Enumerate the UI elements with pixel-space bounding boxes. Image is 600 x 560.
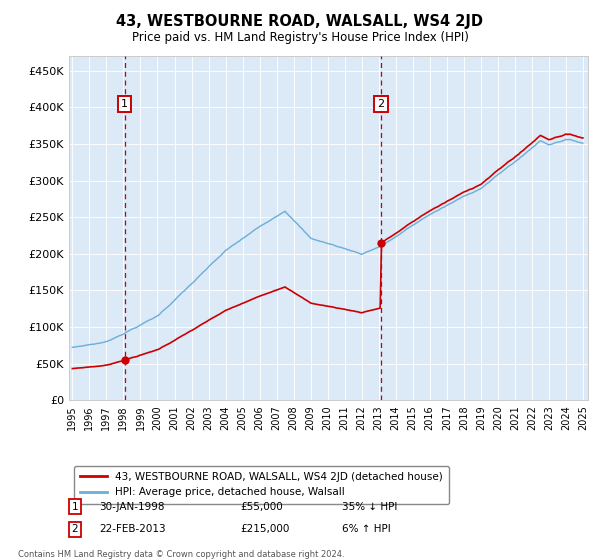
Text: 1: 1 <box>121 99 128 109</box>
Text: Price paid vs. HM Land Registry's House Price Index (HPI): Price paid vs. HM Land Registry's House … <box>131 31 469 44</box>
Text: 43, WESTBOURNE ROAD, WALSALL, WS4 2JD: 43, WESTBOURNE ROAD, WALSALL, WS4 2JD <box>116 14 484 29</box>
Text: Contains HM Land Registry data © Crown copyright and database right 2024.
This d: Contains HM Land Registry data © Crown c… <box>18 550 344 560</box>
Legend: 43, WESTBOURNE ROAD, WALSALL, WS4 2JD (detached house), HPI: Average price, deta: 43, WESTBOURNE ROAD, WALSALL, WS4 2JD (d… <box>74 466 449 503</box>
Text: 1: 1 <box>71 502 79 512</box>
Text: 6% ↑ HPI: 6% ↑ HPI <box>342 524 391 534</box>
Text: £215,000: £215,000 <box>240 524 289 534</box>
Text: 22-FEB-2013: 22-FEB-2013 <box>99 524 166 534</box>
Text: 30-JAN-1998: 30-JAN-1998 <box>99 502 164 512</box>
Text: 35% ↓ HPI: 35% ↓ HPI <box>342 502 397 512</box>
Text: 2: 2 <box>377 99 385 109</box>
Text: 2: 2 <box>71 524 79 534</box>
Text: £55,000: £55,000 <box>240 502 283 512</box>
